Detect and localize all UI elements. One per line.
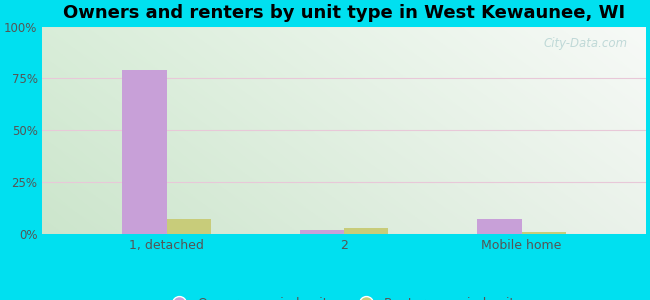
Title: Owners and renters by unit type in West Kewaunee, WI: Owners and renters by unit type in West … bbox=[63, 4, 625, 22]
Bar bbox=[521, 232, 566, 234]
Bar bbox=[122, 70, 166, 234]
Bar bbox=[477, 220, 521, 234]
Bar bbox=[344, 228, 389, 234]
Text: City-Data.com: City-Data.com bbox=[543, 37, 628, 50]
Bar bbox=[300, 230, 344, 234]
Bar bbox=[166, 220, 211, 234]
Legend: Owner occupied units, Renter occupied units: Owner occupied units, Renter occupied un… bbox=[162, 292, 526, 300]
